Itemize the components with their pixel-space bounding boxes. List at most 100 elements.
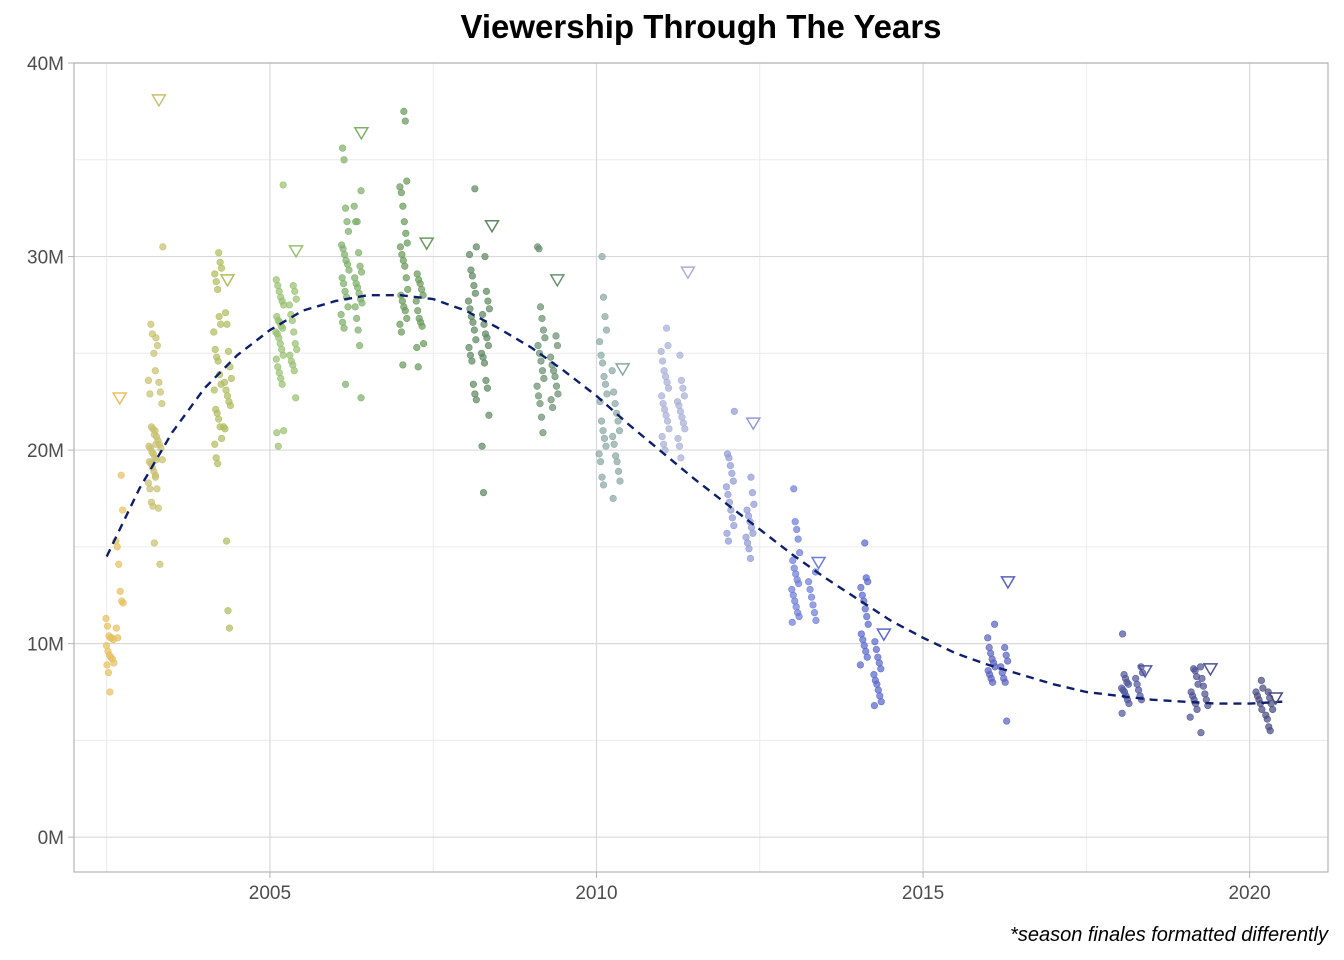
- episode-point: [1257, 676, 1265, 684]
- episode-point: [806, 585, 814, 594]
- episode-point: [471, 185, 479, 193]
- season-finale-marker: [1267, 692, 1284, 706]
- episode-point: [536, 400, 544, 408]
- episode-point: [279, 351, 287, 359]
- episode-point: [290, 367, 298, 375]
- episode-point: [597, 351, 605, 359]
- episode-point: [1198, 674, 1206, 683]
- episode-point: [599, 481, 608, 489]
- episode-point: [810, 609, 819, 617]
- episode-point: [340, 324, 348, 332]
- episode-point: [601, 312, 609, 321]
- episode-point: [674, 434, 682, 443]
- episode-point: [469, 318, 477, 326]
- episode-point: [1001, 678, 1009, 686]
- episode-point: [602, 442, 610, 450]
- episode-point: [280, 427, 288, 435]
- episode-point: [789, 556, 797, 564]
- episode-point: [598, 473, 606, 481]
- episode-point: [553, 341, 562, 350]
- episode-point: [812, 616, 820, 624]
- episode-point: [354, 326, 362, 334]
- episode-point: [472, 243, 480, 251]
- episode-point: [795, 612, 803, 621]
- episode-point: [1263, 715, 1271, 723]
- chart-caption: *season finales formatted differently: [1010, 924, 1329, 946]
- season-finale-marker: [484, 219, 500, 234]
- episode-point: [659, 357, 667, 365]
- episode-point: [152, 334, 160, 342]
- season-finale-marker: [1202, 663, 1219, 677]
- episode-point: [680, 392, 688, 400]
- episode-point: [1193, 705, 1201, 714]
- episode-point: [403, 314, 411, 323]
- episode-point: [608, 367, 616, 375]
- episode-point: [465, 343, 473, 352]
- episode-point: [404, 285, 412, 294]
- episode-point: [984, 634, 992, 642]
- episode-point: [990, 620, 999, 628]
- episode-point: [274, 442, 282, 450]
- episode-point: [861, 539, 869, 547]
- season-finale-marker: [151, 94, 167, 108]
- episode-point: [657, 347, 665, 355]
- episode-point: [539, 429, 547, 437]
- episode-point: [357, 187, 365, 195]
- episode-point: [537, 357, 545, 365]
- episode-point: [807, 593, 816, 601]
- episode-point: [665, 425, 673, 433]
- episode-point: [747, 473, 755, 481]
- episode-point: [485, 411, 493, 419]
- episode-point: [533, 382, 541, 390]
- episode-point: [677, 376, 686, 385]
- episode-point: [468, 272, 477, 280]
- episode-point: [401, 307, 409, 315]
- episode-point: [399, 202, 407, 210]
- episode-point: [341, 380, 350, 388]
- episode-point: [877, 698, 885, 706]
- episode-point: [153, 485, 161, 493]
- episode-point: [114, 634, 122, 642]
- episode-point: [484, 341, 493, 350]
- episode-point: [599, 293, 608, 301]
- episode-point: [552, 332, 560, 340]
- episode-point: [210, 386, 218, 394]
- episode-point: [871, 638, 879, 646]
- episode-point: [215, 415, 223, 423]
- episode-point: [795, 580, 803, 588]
- episode-point: [534, 392, 543, 400]
- episode-point: [597, 417, 606, 425]
- episode-point: [724, 490, 732, 499]
- episode-point: [159, 243, 167, 251]
- episode-point: [1003, 717, 1011, 725]
- episode-point: [857, 583, 865, 592]
- episode-point: [214, 357, 222, 365]
- episode-point: [293, 345, 301, 354]
- episode-point: [794, 535, 802, 543]
- season-finale-marker: [1137, 665, 1153, 679]
- episode-point: [396, 243, 404, 251]
- season-finale-marker: [219, 274, 236, 288]
- episode-point: [215, 249, 223, 257]
- episode-point: [290, 328, 298, 336]
- episode-point: [482, 376, 490, 385]
- episode-point: [730, 407, 738, 415]
- episode-point: [478, 311, 487, 319]
- episode-point: [158, 400, 166, 408]
- episode-point: [414, 363, 422, 371]
- episode-point: [864, 578, 872, 586]
- episode-point: [788, 618, 796, 626]
- episode-point: [793, 525, 801, 534]
- x-tick-label: 2010: [575, 883, 617, 904]
- episode-point: [353, 218, 361, 226]
- episode-point: [615, 427, 624, 435]
- episode-point: [344, 303, 352, 311]
- episode-point: [551, 372, 559, 381]
- episode-point: [1004, 657, 1012, 665]
- episode-point: [340, 156, 348, 164]
- episode-point: [483, 334, 491, 342]
- x-tick-label: 2015: [902, 883, 944, 904]
- x-tick-label: 2005: [249, 883, 291, 904]
